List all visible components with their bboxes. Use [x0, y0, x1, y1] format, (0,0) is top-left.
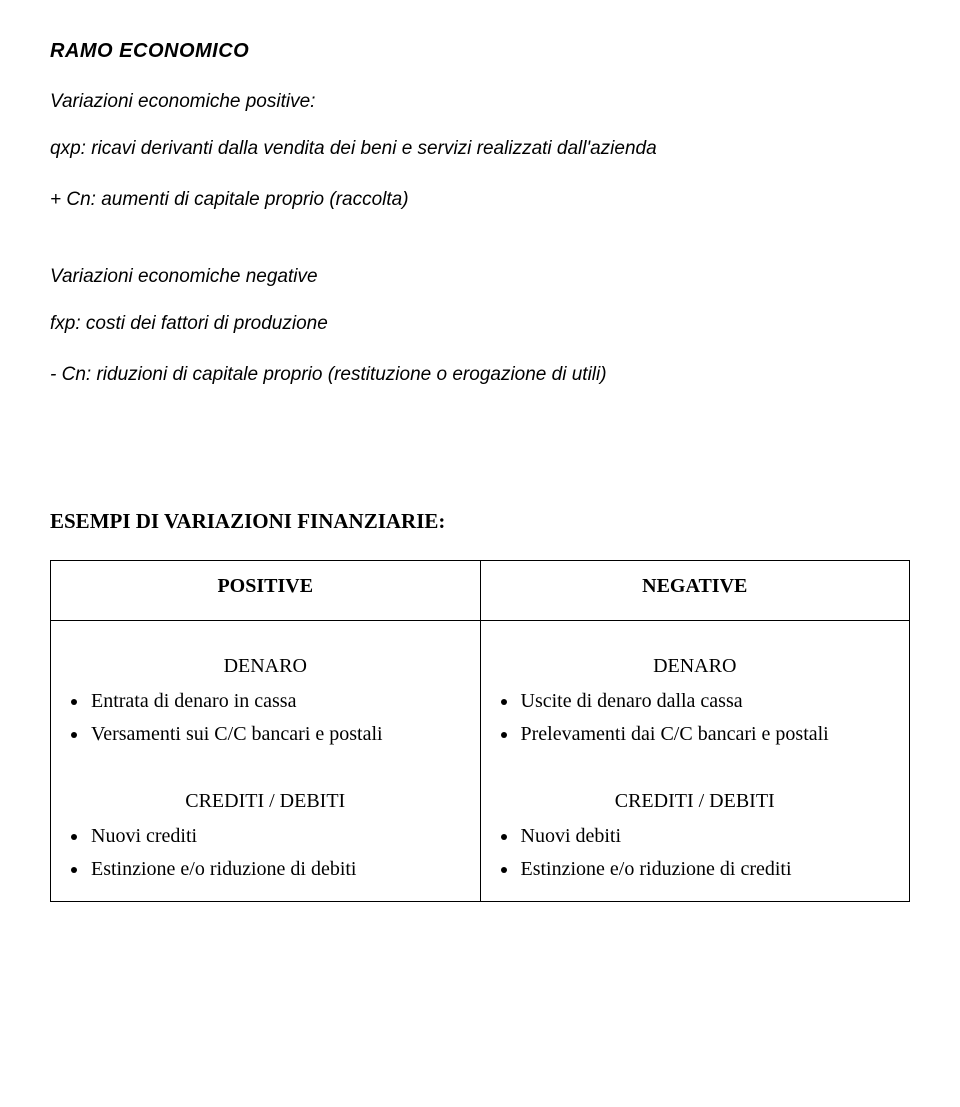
- list-item: Estinzione e/o riduzione di debiti: [89, 858, 462, 881]
- list-item: Versamenti sui C/C bancari e postali: [89, 723, 462, 746]
- page-heading: RAMO ECONOMICO: [50, 40, 910, 63]
- positive-line-2: + Cn: aumenti di capitale proprio (racco…: [50, 186, 910, 215]
- list-crediti-left: Nuovi crediti Estinzione e/o riduzione d…: [69, 825, 462, 881]
- cell-left: DENARO Entrata di denaro in cassa Versam…: [51, 621, 481, 902]
- list-item: Prelevamenti dai C/C bancari e postali: [519, 723, 892, 746]
- list-item: Nuovi debiti: [519, 825, 892, 848]
- list-item: Entrata di denaro in cassa: [89, 690, 462, 713]
- positive-title: Variazioni economiche positive:: [50, 91, 910, 113]
- list-item: Estinzione e/o riduzione di crediti: [519, 858, 892, 881]
- negative-line-2: - Cn: riduzioni di capitale proprio (res…: [50, 361, 910, 390]
- list-item: Nuovi crediti: [89, 825, 462, 848]
- examples-table: POSITIVE NEGATIVE DENARO Entrata di dena…: [50, 560, 910, 902]
- negative-line-1: fxp: costi dei fattori di produzione: [50, 310, 910, 339]
- negative-title: Variazioni economiche negative: [50, 266, 910, 288]
- positive-line-1: qxp: ricavi derivanti dalla vendita dei …: [50, 135, 910, 164]
- list-item: Uscite di denaro dalla cassa: [519, 690, 892, 713]
- header-negative: NEGATIVE: [480, 561, 910, 621]
- category-crediti-right: CREDITI / DEBITI: [499, 756, 892, 819]
- list-crediti-right: Nuovi debiti Estinzione e/o riduzione di…: [499, 825, 892, 881]
- header-positive: POSITIVE: [51, 561, 481, 621]
- category-crediti-left: CREDITI / DEBITI: [69, 756, 462, 819]
- cell-right: DENARO Uscite di denaro dalla cassa Prel…: [480, 621, 910, 902]
- category-denaro-left: DENARO: [69, 631, 462, 684]
- category-denaro-right: DENARO: [499, 631, 892, 684]
- list-denaro-right: Uscite di denaro dalla cassa Prelevament…: [499, 690, 892, 746]
- section-title: ESEMPI DI VARIAZIONI FINANZIARIE:: [50, 509, 910, 534]
- list-denaro-left: Entrata di denaro in cassa Versamenti su…: [69, 690, 462, 746]
